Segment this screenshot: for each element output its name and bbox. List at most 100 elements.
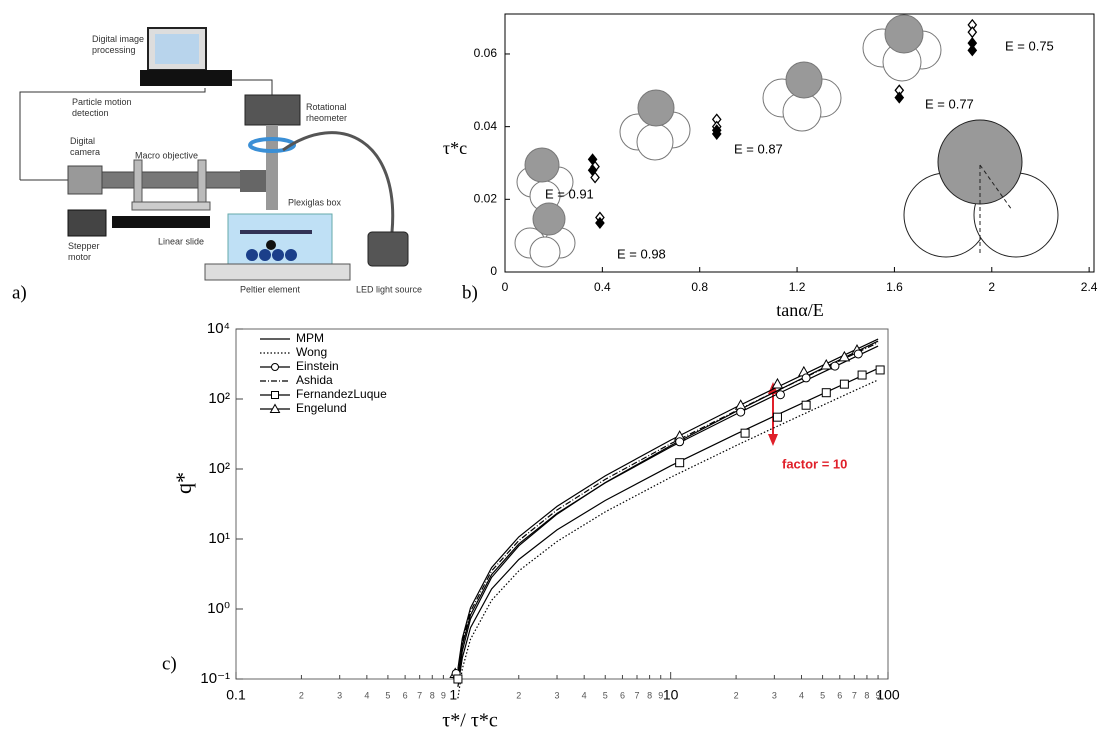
shaft [266,125,278,210]
x-tick-label: 0.1 [226,687,246,703]
connector [19,88,206,180]
x-tick-label: 4 [799,690,804,700]
line-series [457,340,879,683]
diagram-label: Particle motion detection [72,97,132,118]
marker [453,674,463,684]
stand [131,201,211,211]
rotation-arrow [248,137,296,153]
x-tick-label: 1 [449,687,457,703]
x-tick-label: 1.2 [789,280,806,294]
grain [884,14,924,54]
diagram-label: LED light source [356,284,422,294]
marker [587,164,598,177]
y-axis-label: q* [171,472,196,494]
y-tick-label: 10⁰ [207,600,230,617]
marker [894,91,905,104]
diagram-label: Digital camera [70,136,100,157]
marker [875,365,885,375]
connector [232,79,273,95]
legend-label: FernandezLuque [296,387,387,401]
x-tick-label: 9 [876,690,881,700]
x-tick-label: 0.4 [594,280,611,294]
clamp [133,159,143,203]
peltier [204,263,351,281]
particle [285,249,297,261]
plot-frame [235,328,889,680]
legend-label: Einstein [296,359,339,373]
y-tick-label: 10² [208,460,230,477]
grain [524,147,560,183]
stepper-motor [67,209,107,237]
marker [853,349,863,359]
line-series [457,345,879,677]
x-tick-label: 2 [988,280,995,294]
led-source [367,231,409,267]
marker [595,216,605,229]
x-tick-label: 2.4 [1081,280,1098,294]
guide [979,164,1013,211]
x-tick-label: 0 [502,280,509,294]
y-tick-label: 0.04 [474,119,498,133]
annotation: factor = 10 [782,456,847,471]
line-series [457,342,879,674]
x-tick-label: 2 [516,690,521,700]
particle [259,249,271,261]
grain [937,119,1023,205]
annotation: E = 0.98 [617,246,666,261]
line-series [457,367,879,687]
panel-label: b) [462,282,478,303]
marker [801,373,811,383]
diagram-label: Rotational rheometer [306,102,347,123]
marker [820,358,833,370]
y-tick-label: 0.02 [474,191,498,205]
arrow-head [768,434,778,446]
grain [636,123,674,161]
marker [675,437,685,447]
rheometer [244,94,301,126]
y-axis-label: τ*c [443,138,467,158]
grain [782,92,822,132]
diagram-label: Digital image processing [92,34,144,55]
x-tick-label: 10 [663,687,679,703]
x-tick-label: 7 [417,690,422,700]
annotation: E = 0.91 [545,186,594,201]
marker [675,458,685,468]
x-tick-label: 4 [582,690,587,700]
clamp [197,159,207,203]
marker [711,127,722,140]
panel-label: c) [162,653,177,674]
marker [839,379,849,389]
light-cable [282,131,395,233]
diagram-label: Linear slide [158,236,204,246]
legend-label: Wong [296,345,327,359]
x-tick-label: 2 [734,690,739,700]
marker [838,350,851,362]
marker [830,361,840,371]
marker [772,412,782,422]
marker [269,403,281,413]
x-tick-label: 3 [337,690,342,700]
x-tick-label: 2 [299,690,304,700]
marker [801,400,811,410]
marker [740,428,750,438]
objective [101,171,243,189]
line-series [457,338,879,669]
diagram-label: Plexiglas box [288,197,342,207]
grain [529,236,561,268]
x-tick-label: 7 [634,690,639,700]
marker [271,363,279,371]
x-tick-label: 5 [820,690,825,700]
y-tick-label: 0.06 [474,46,498,60]
y-tick-label: 10² [208,390,230,407]
particle-sketches [514,14,1059,268]
annotation: E = 0.87 [734,141,783,156]
marker [271,391,279,399]
grain [785,61,823,99]
x-tick-label: 8 [647,690,652,700]
x-tick-label: 9 [658,690,663,700]
x-axis-label: τ*/ τ*c [442,710,498,731]
objective-end [240,170,266,192]
marker [857,370,867,380]
legend-label: MPM [296,331,324,345]
marker [821,388,831,398]
